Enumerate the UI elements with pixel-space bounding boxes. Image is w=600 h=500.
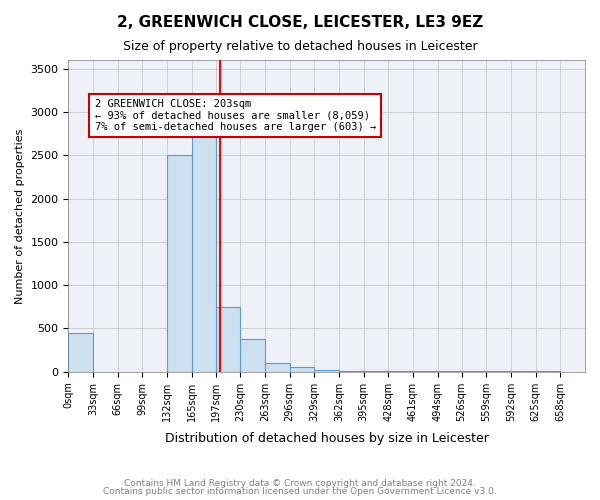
Text: Contains public sector information licensed under the Open Government Licence v3: Contains public sector information licen…	[103, 487, 497, 496]
Bar	[339, 371, 364, 372]
Bar	[68, 333, 93, 372]
Bar	[265, 363, 290, 372]
Bar	[167, 156, 192, 372]
Bar	[192, 130, 217, 372]
Bar	[215, 307, 241, 372]
Text: 2, GREENWICH CLOSE, LEICESTER, LE3 9EZ: 2, GREENWICH CLOSE, LEICESTER, LE3 9EZ	[117, 15, 483, 30]
Text: 2 GREENWICH CLOSE: 203sqm
← 93% of detached houses are smaller (8,059)
7% of sem: 2 GREENWICH CLOSE: 203sqm ← 93% of detac…	[95, 99, 376, 132]
Bar	[314, 370, 339, 372]
Bar	[290, 368, 314, 372]
X-axis label: Distribution of detached houses by size in Leicester: Distribution of detached houses by size …	[165, 432, 488, 445]
Bar	[241, 340, 265, 372]
Y-axis label: Number of detached properties: Number of detached properties	[15, 128, 25, 304]
Text: Size of property relative to detached houses in Leicester: Size of property relative to detached ho…	[122, 40, 478, 53]
Text: Contains HM Land Registry data © Crown copyright and database right 2024.: Contains HM Land Registry data © Crown c…	[124, 478, 476, 488]
